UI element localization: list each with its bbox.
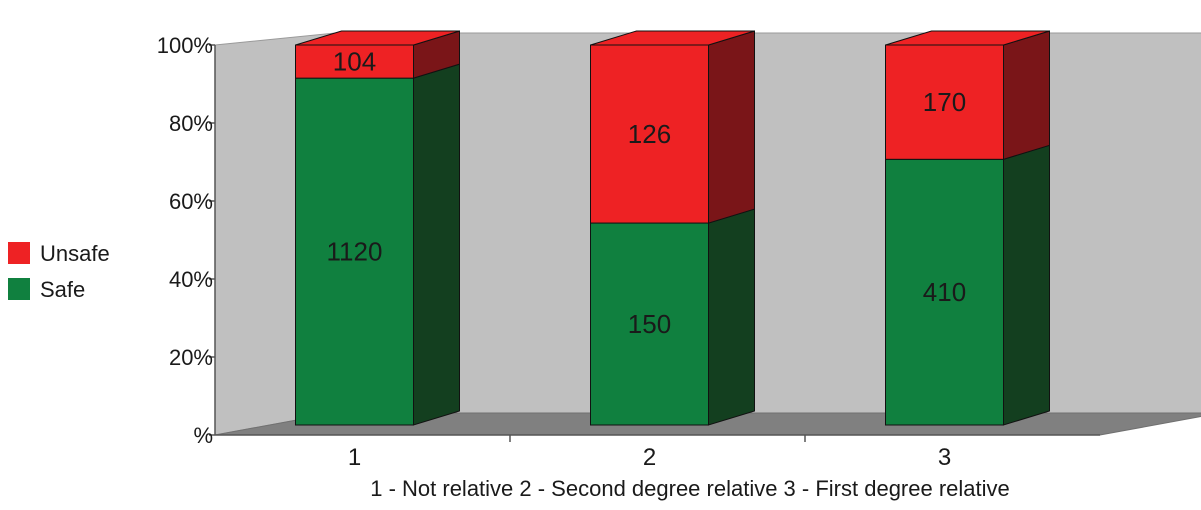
legend-label: Unsafe	[40, 241, 110, 266]
bar-safe-label: 410	[923, 277, 966, 307]
y-tick-label: %	[193, 423, 213, 448]
bar-unsafe	[295, 44, 414, 79]
x-tick-label: 3	[938, 444, 951, 471]
bar-safe-side	[1003, 144, 1050, 426]
legend-label: Safe	[40, 277, 85, 302]
x-tick-label: 2	[643, 444, 656, 471]
bar-safe-label: 150	[628, 309, 671, 339]
bar-safe	[295, 77, 414, 426]
legend: Unsafe Safe	[8, 241, 110, 302]
bar-safe	[590, 222, 709, 426]
bar-unsafe	[885, 44, 1004, 160]
x-tick-label: 1	[348, 444, 361, 471]
bar-unsafe-label: 104	[333, 47, 376, 77]
y-tick-label: 100%	[157, 33, 213, 58]
y-tick-label: 60%	[169, 189, 213, 214]
bar-unsafe-side	[1003, 30, 1050, 160]
bar-safe-side	[413, 63, 460, 426]
bars: 1120 104 150 126 410 170	[295, 30, 1050, 426]
bar-safe-label: 1120	[327, 237, 383, 267]
back-wall	[334, 32, 1201, 414]
y-tick-label: 80%	[169, 111, 213, 136]
bar-unsafe	[590, 44, 709, 224]
bar-safe	[885, 158, 1004, 426]
bar-unsafe-label: 170	[923, 87, 966, 117]
bar-unsafe-side	[708, 30, 755, 224]
y-tick-label: 40%	[169, 267, 213, 292]
y-tick-label: 20%	[169, 345, 213, 370]
y-axis: % 20% 40% 60% 80% 100%	[157, 33, 216, 448]
x-axis: 1 2 3	[215, 434, 1100, 471]
legend-swatch	[8, 278, 30, 300]
bar-safe-side	[708, 208, 755, 426]
bar-unsafe-label: 126	[628, 119, 671, 149]
x-axis-caption: 1 - Not relative 2 - Second degree relat…	[370, 476, 1010, 501]
legend-swatch	[8, 242, 30, 264]
